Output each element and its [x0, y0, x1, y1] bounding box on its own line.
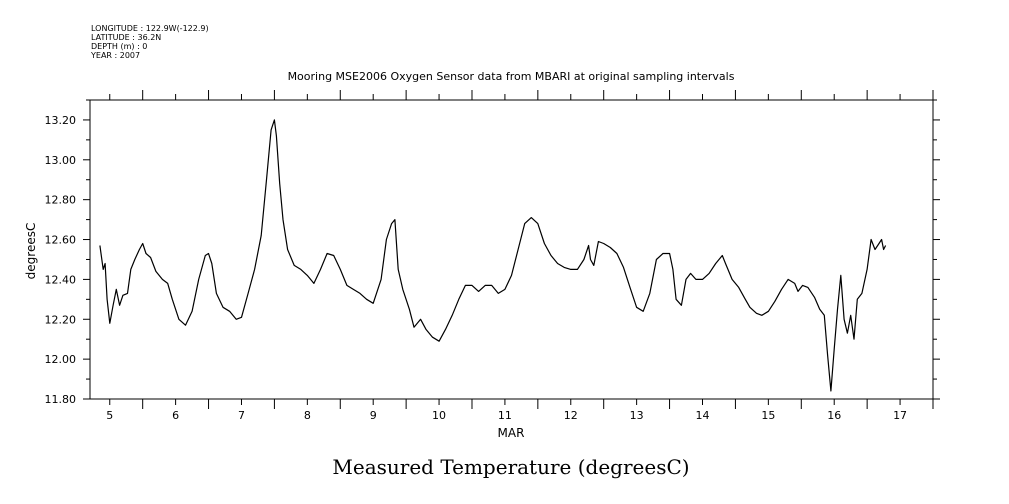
x-tick-label: 14: [695, 409, 709, 422]
y-tick-label: 12.00: [45, 353, 77, 366]
y-tick-labels: 11.80 12.00 12.20 12.40 12.60 12.80 13.00 13.20: [45, 114, 77, 406]
chart-title: Mooring MSE2006 Oxygen Sensor data from …: [288, 70, 735, 83]
x-tick-label: 9: [370, 409, 377, 422]
y-tick-label: 13.00: [45, 154, 77, 167]
x-tick-label: 13: [630, 409, 644, 422]
y-axis-label: degreesC: [24, 223, 38, 280]
x-axis-label: MAR: [498, 426, 525, 440]
temperature-series-line: [99, 119, 887, 392]
y-tick-label: 12.60: [45, 234, 77, 247]
y-tick-label: 12.20: [45, 313, 77, 326]
x-tick-label: 12: [564, 409, 578, 422]
x-tick-label: 16: [827, 409, 841, 422]
chart-caption: Measured Temperature (degreesC): [332, 455, 689, 479]
longitude-label: LONGITUDE : 122.9W(-122.9): [91, 24, 209, 33]
plot-frame: [89, 99, 934, 400]
x-tick-label: 6: [172, 409, 179, 422]
axis-ticks: [83, 90, 940, 409]
depth-label: DEPTH (m) : 0: [91, 42, 147, 51]
x-tick-label: 10: [432, 409, 446, 422]
x-tick-labels: 5 6 7 8 9 10 11 12 13 14 15 16 17: [106, 409, 907, 422]
series-group: [99, 119, 887, 392]
x-tick-label: 7: [238, 409, 245, 422]
year-label: YEAR : 2007: [90, 51, 140, 60]
y-tick-label: 12.40: [45, 273, 77, 286]
y-tick-label: 11.80: [45, 393, 77, 406]
x-tick-label: 5: [106, 409, 113, 422]
x-tick-label: 15: [761, 409, 775, 422]
latitude-label: LATITUDE : 36.2N: [91, 33, 161, 42]
x-tick-label: 8: [304, 409, 311, 422]
y-tick-label: 12.80: [45, 194, 77, 207]
y-tick-label: 13.20: [45, 114, 77, 127]
x-tick-label: 17: [893, 409, 907, 422]
x-tick-label: 11: [498, 409, 512, 422]
